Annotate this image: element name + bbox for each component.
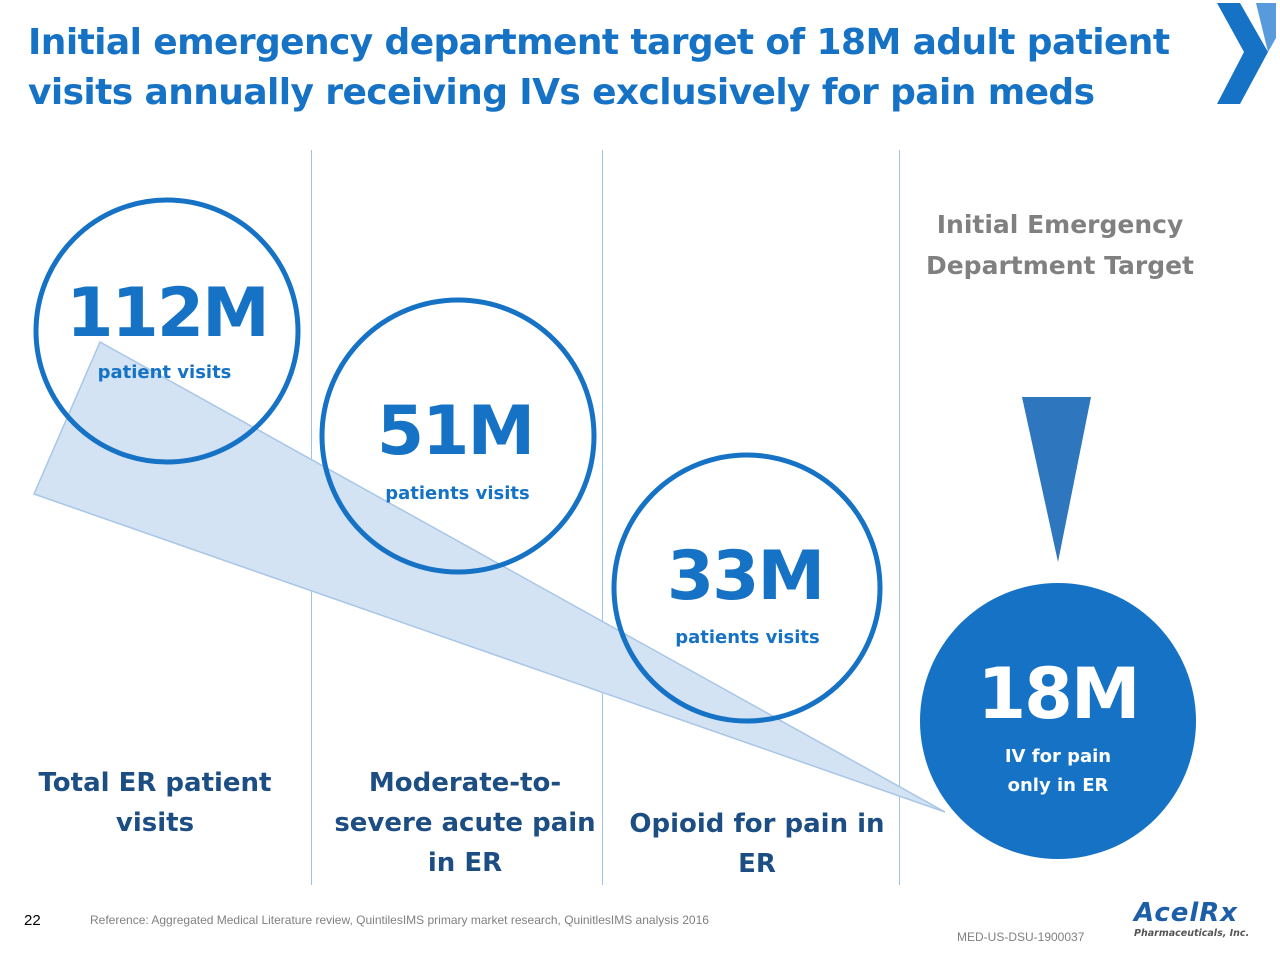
stage-2-caption: Moderate-to- severe acute pain in ER (334, 768, 596, 878)
stage-1-caption: Total ER patient visits (38, 768, 272, 838)
circle-stage-3 (611, 452, 883, 724)
down-arrow-icon (1022, 397, 1091, 562)
slide-title: Initial emergency department target of 1… (28, 18, 1188, 118)
title-line-2: visits annually receiving IVs exclusivel… (28, 72, 1095, 113)
column-divider-3 (899, 150, 900, 885)
brand-logo: AcelRx Pharmaceuticals, Inc. (1134, 898, 1264, 940)
stage-2-unit: patients visits (385, 483, 530, 504)
page-number: 22 (24, 912, 41, 929)
column-divider-2 (602, 150, 603, 885)
brand-subtitle: Pharmaceuticals, Inc. (1134, 928, 1250, 939)
target-label: Initial Emergency Department Target (925, 210, 1195, 280)
stage-3-caption: Opioid for pain in ER (629, 809, 885, 879)
chevron-logo-icon (1217, 3, 1276, 104)
title-line-1: Initial emergency department target of 1… (28, 22, 1170, 63)
stage-3-value: 33M (666, 537, 825, 616)
stage-4-value: 18M (977, 653, 1140, 735)
stage-2-value: 51M (376, 392, 535, 471)
circle-stage-2 (319, 297, 597, 575)
brand-name: AcelRx (1134, 898, 1239, 928)
stage-3-unit: patients visits (675, 627, 820, 648)
stage-1-unit: patient visits (97, 362, 232, 383)
reference-text: Reference: Aggregated Medical Literature… (90, 913, 709, 927)
circle-stage-1 (33, 197, 301, 465)
document-code: MED-US-DSU-1900037 (957, 930, 1085, 944)
circle-stage-4 (920, 583, 1196, 859)
stage-1-value: 112M (66, 274, 270, 353)
stage-4-unit: IV for pain only in ER (1004, 746, 1112, 796)
